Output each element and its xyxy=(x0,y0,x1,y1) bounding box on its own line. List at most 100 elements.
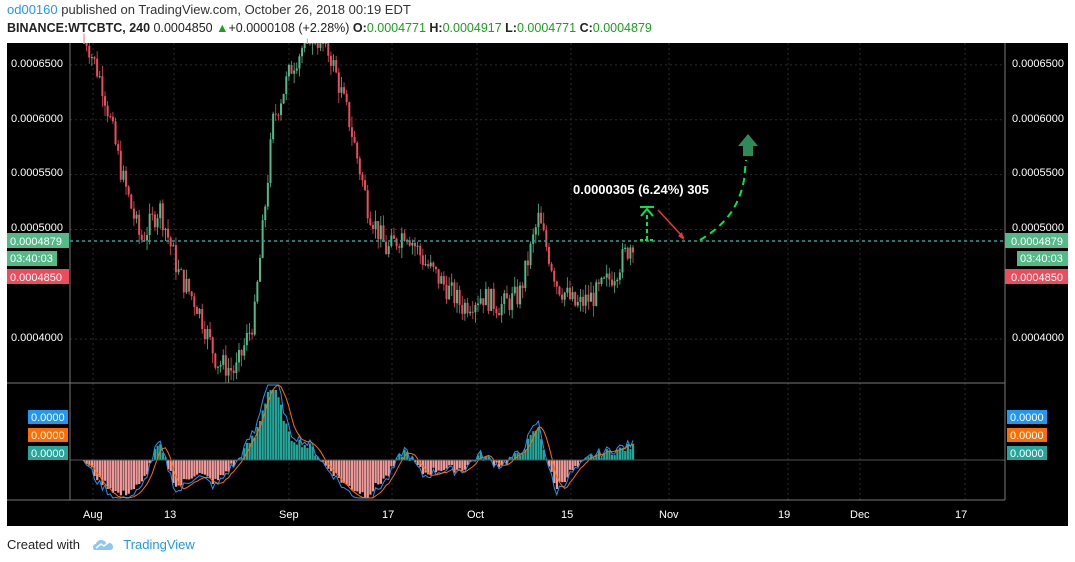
macd-histogram-bar xyxy=(379,460,383,484)
macd-histogram-bar xyxy=(466,460,469,466)
countdown-tag: 03:40:03 xyxy=(1020,253,1063,265)
hist-tag: 0.0000 xyxy=(1010,448,1044,460)
macd-histogram-bar xyxy=(574,460,577,467)
candle-body xyxy=(358,158,361,175)
candle-body xyxy=(450,282,453,286)
macd-histogram-bar xyxy=(337,460,340,478)
macd-histogram-bar xyxy=(469,460,472,462)
candle-body xyxy=(253,301,256,335)
last-price: 0.0004850 xyxy=(153,21,213,35)
candle-body xyxy=(603,277,606,279)
candle-body xyxy=(629,247,632,259)
macd-histogram-bar xyxy=(90,460,94,468)
macd-tags-left: 0.0000 0.0000 0.0000 xyxy=(28,410,68,460)
candle-body xyxy=(243,345,246,356)
candle-body xyxy=(190,291,193,297)
macd-histogram-bar xyxy=(316,457,319,460)
candle-body xyxy=(540,212,543,224)
candle-body xyxy=(332,60,335,66)
candle-body xyxy=(440,276,443,284)
symbol-label[interactable]: BINANCE:WTCBTC, 240 xyxy=(7,21,151,35)
macd-histogram-bar xyxy=(579,460,582,462)
last-price-tag: 0.0004850 xyxy=(10,272,62,284)
y-tick-right: 0.0005000 xyxy=(1012,222,1064,234)
candle-body xyxy=(206,329,209,340)
macd-histogram-bar xyxy=(180,460,183,486)
candle-body xyxy=(571,292,574,299)
candle-body xyxy=(327,43,330,56)
macd-histogram-bar xyxy=(122,460,125,491)
macd-lines xyxy=(70,384,1005,499)
macd-histogram-bar xyxy=(353,460,356,492)
macd-line xyxy=(83,384,634,499)
macd-histogram-bar xyxy=(532,431,535,460)
candle-body xyxy=(264,206,267,221)
tradingview-link[interactable]: TradingView xyxy=(123,537,195,552)
macd-histogram-bar xyxy=(264,403,267,460)
candle-body xyxy=(216,366,219,368)
author-link[interactable]: od00160 xyxy=(7,2,58,17)
candle-body xyxy=(550,263,553,271)
macd-histogram-bar xyxy=(311,446,314,460)
y-axis-left: 0.0006500 0.0006000 0.0005500 0.0005000 … xyxy=(11,58,63,344)
price-tags-right: 0.0004879 03:40:03 0.0004850 xyxy=(1005,233,1068,284)
candle-body xyxy=(498,313,501,316)
current-price-tag: 0.0004879 xyxy=(10,236,62,248)
macd-histogram-bar xyxy=(463,460,467,470)
macd-histogram-bar xyxy=(513,453,516,460)
x-tick: 15 xyxy=(561,509,573,521)
candle-body xyxy=(353,136,356,143)
candle-body xyxy=(387,246,390,255)
macd-histogram-bar xyxy=(479,452,482,460)
macd-histogram-bar xyxy=(327,460,330,469)
x-tick: Nov xyxy=(659,509,679,521)
candle-body xyxy=(266,182,269,207)
macd-histogram-bar xyxy=(526,438,530,460)
macd-histogram-bar xyxy=(172,460,175,484)
candle-body xyxy=(258,257,261,282)
macd-histogram-bar xyxy=(195,460,199,475)
candle-body xyxy=(306,43,309,44)
candle-body xyxy=(111,116,114,122)
candle-body xyxy=(319,43,322,48)
candle-body xyxy=(301,48,304,57)
candle-body xyxy=(521,285,524,289)
projection-annotation[interactable]: 0.0000305 (6.24%) 305 xyxy=(573,134,758,241)
candle-body xyxy=(474,304,477,313)
macd-histogram-bar xyxy=(364,460,367,498)
x-tick: Oct xyxy=(467,509,484,521)
macd-histogram-bar xyxy=(542,450,545,460)
signal-tag: 0.0000 xyxy=(31,430,65,442)
macd-histogram-bar xyxy=(285,423,288,460)
candle-body xyxy=(563,292,566,300)
macd-histogram-bar xyxy=(492,460,495,466)
macd-histogram-bar xyxy=(222,460,225,476)
macd-histogram-bar xyxy=(216,460,220,481)
candle-body xyxy=(101,76,104,97)
candle-body xyxy=(566,287,569,293)
candle-body xyxy=(169,237,172,247)
candle-body xyxy=(164,228,167,231)
macd-histogram-bar xyxy=(211,460,214,484)
candle-body xyxy=(616,279,619,282)
x-axis: Aug 13 Sep 17 Oct 15 Nov 19 Dec 17 xyxy=(83,509,967,521)
macd-histogram-bar xyxy=(445,460,448,469)
candle-body xyxy=(487,288,490,311)
candle-body xyxy=(245,332,248,346)
candle-body xyxy=(109,116,112,118)
macd-histogram-bar xyxy=(303,445,306,460)
candle-body xyxy=(382,225,385,242)
candle-body xyxy=(272,113,275,140)
candles xyxy=(83,33,634,383)
candle-body xyxy=(83,43,85,44)
candle-body xyxy=(374,221,377,229)
candle-body xyxy=(303,43,306,49)
candle-body xyxy=(621,249,624,273)
macd-histogram-bar xyxy=(358,460,362,494)
candle-body xyxy=(429,262,432,267)
candle-body xyxy=(337,72,340,93)
chart-header-quote: BINANCE:WTCBTC, 240 0.0004850 ▲+0.000010… xyxy=(7,21,652,35)
candle-body xyxy=(96,58,99,77)
candle-body xyxy=(172,245,175,247)
